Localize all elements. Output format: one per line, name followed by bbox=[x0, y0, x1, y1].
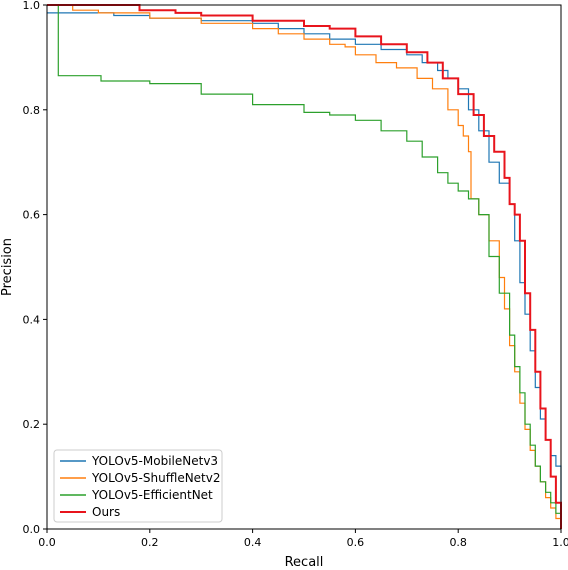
legend-label: YOLOv5-MobileNetv3 bbox=[91, 454, 218, 468]
y-tick-label: 0.8 bbox=[23, 104, 41, 117]
x-tick-label: 0.8 bbox=[449, 536, 467, 549]
x-axis-label: Recall bbox=[285, 555, 324, 570]
series-line-2 bbox=[47, 4, 562, 529]
x-tick-label: 0.6 bbox=[347, 536, 365, 549]
legend-label: YOLOv5-EfficientNet bbox=[91, 488, 213, 502]
series-line-0 bbox=[47, 12, 562, 529]
x-tick-label: 0.2 bbox=[141, 536, 159, 549]
y-tick-label: 0.2 bbox=[23, 418, 41, 431]
y-tick-label: 0.0 bbox=[23, 523, 41, 536]
series-line-3 bbox=[47, 4, 562, 529]
y-axis-label: Precision bbox=[0, 238, 15, 296]
legend-label: Ours bbox=[92, 505, 120, 519]
series-layer bbox=[47, 4, 562, 529]
plot-frame bbox=[46, 4, 562, 530]
y-tick-label: 0.4 bbox=[23, 313, 41, 326]
x-tick-label: 0.0 bbox=[38, 536, 56, 549]
legend-box bbox=[53, 449, 223, 523]
y-tick-label: 0.6 bbox=[23, 209, 41, 222]
legend-label: YOLOv5-ShuffleNetv2 bbox=[91, 471, 221, 485]
series-line-1 bbox=[47, 4, 562, 529]
x-tick-label: 1.0 bbox=[552, 536, 568, 549]
legend: YOLOv5-MobileNetv3 YOLOv5-ShuffleNetv2 YOL… bbox=[53, 449, 223, 523]
y-tick-label: 1.0 bbox=[23, 0, 41, 12]
x-tick-label: 0.4 bbox=[244, 536, 262, 549]
